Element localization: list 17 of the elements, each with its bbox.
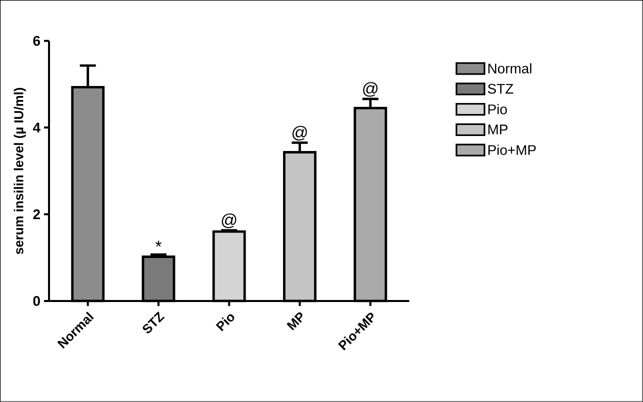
y-tick-label: 2 (33, 209, 40, 220)
y-axis-title: serum insilin level (µ IU/ml) (14, 88, 26, 254)
y-tick-label: 0 (33, 296, 40, 306)
legend-label: MP (488, 124, 508, 134)
legend-label: Normal (488, 63, 532, 74)
x-tick-label: STZ (142, 312, 165, 334)
annotation: * (155, 240, 162, 247)
x-tick-label: MP (286, 312, 302, 330)
annotation: @ (292, 126, 307, 141)
legend-label: Pio+MP (488, 144, 536, 156)
annotation: @ (222, 214, 236, 228)
legend-label: Pio (488, 104, 507, 114)
y-tick-label: 6 (33, 36, 40, 46)
x-tick-label: Pio (216, 314, 234, 332)
annotation: @ (363, 82, 378, 97)
legend-label: STZ (488, 84, 514, 94)
y-tick-label: 4 (32, 122, 40, 132)
